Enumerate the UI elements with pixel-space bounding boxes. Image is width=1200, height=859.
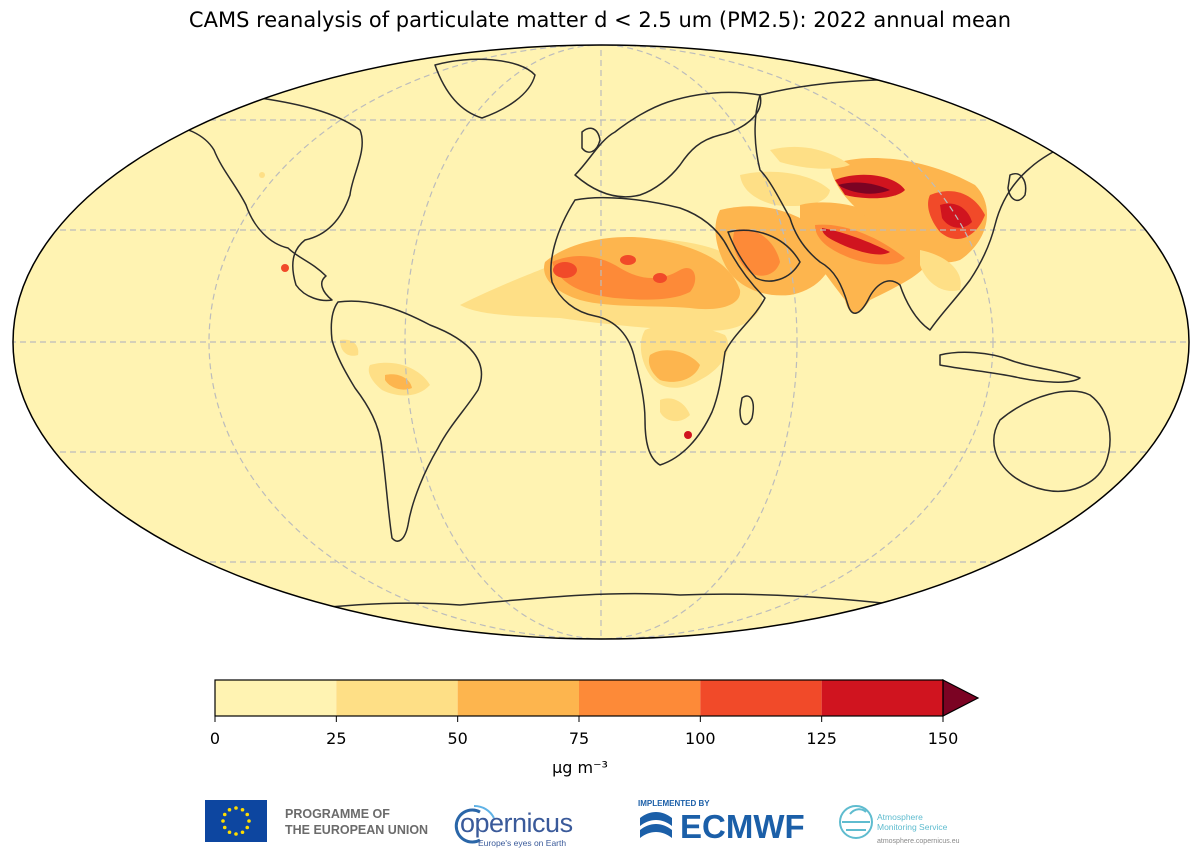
- eu-star: [221, 819, 225, 823]
- eu-line-2: THE EUROPEAN UNION: [285, 823, 429, 837]
- ecmwf-logo-icon: [640, 812, 672, 838]
- eu-programme-text: PROGRAMME OF THE EUROPEAN UNION: [285, 806, 428, 838]
- colorbar-bin-0: [215, 680, 337, 716]
- eu-star: [240, 807, 245, 812]
- implemented-by-label: IMPLEMENTED BY: [638, 799, 710, 808]
- colorbar-ticks: 0 25 50 75 100 125 150: [210, 716, 958, 748]
- map-border: [12, 44, 1190, 640]
- pm25-plume-central-africa: [640, 324, 729, 439]
- pm25-plume-americas: [259, 172, 430, 396]
- colorbar-unit-label: μg m⁻³: [552, 758, 608, 777]
- colorbar-bin-1: [336, 680, 458, 716]
- colorbar-bin-5: [821, 680, 943, 716]
- coast-australia: [993, 390, 1111, 492]
- colorbar-tick-label-0: 0: [210, 729, 220, 748]
- eu-star: [234, 832, 238, 836]
- eu-star: [234, 806, 238, 810]
- colorbar-extend-arrow: [942, 679, 980, 717]
- coast-europe: [574, 91, 762, 198]
- eu-star: [222, 812, 227, 817]
- eu-star: [222, 825, 227, 830]
- coast-africa: [550, 196, 766, 466]
- ecmwf-wordmark: ECMWF: [680, 808, 805, 845]
- pm25-plume-china: [770, 146, 987, 291]
- eu-star: [227, 830, 232, 835]
- copernicus-wordmark: opernicus: [460, 808, 573, 838]
- ams-url: atmosphere.copernicus.eu: [877, 838, 960, 845]
- pm25-plume-sahara: [460, 236, 762, 331]
- coast-greenland: [434, 58, 536, 119]
- colorbar-tick-label-6: 150: [928, 729, 959, 748]
- colorbar-bin-2: [457, 680, 579, 716]
- eu-star: [245, 812, 250, 817]
- coast-south-america: [330, 300, 483, 542]
- ams-line-2: Monitoring Service: [877, 822, 948, 832]
- eu-star: [227, 807, 232, 812]
- eu-star: [247, 819, 251, 823]
- coast-arabia: [727, 229, 801, 282]
- colorbar-bin-3: [579, 680, 701, 716]
- colorbar-tick-label-4: 100: [685, 729, 716, 748]
- copernicus-tagline: Europe's eyes on Earth: [478, 838, 567, 848]
- colorbar-tick-label-5: 125: [806, 729, 837, 748]
- coast-new-zealand: [1120, 501, 1135, 521]
- colorbar-tick-label-2: 50: [447, 729, 467, 748]
- ams-logo-icon: [839, 805, 873, 839]
- coast-uk: [581, 127, 601, 153]
- ams-line-1: Atmosphere: [877, 812, 923, 822]
- eu-star: [245, 825, 250, 830]
- coast-madagascar: [739, 395, 754, 426]
- world-map: [12, 44, 1190, 640]
- eu-stars: [221, 806, 251, 836]
- colorbar-frame: [214, 679, 944, 717]
- map-title: CAMS reanalysis of particulate matter d …: [188, 8, 1012, 32]
- colorbar-tick-label-1: 25: [326, 729, 346, 748]
- coast-north-america: [119, 94, 363, 302]
- coast-indonesia: [939, 351, 1081, 383]
- colorbar-tick-label-3: 75: [569, 729, 589, 748]
- ams-name: Atmosphere Monitoring Service: [877, 812, 947, 832]
- colorbar-bins: [215, 680, 943, 716]
- coast-japan: [1007, 173, 1027, 202]
- eu-flag: [205, 800, 267, 842]
- eu-star: [240, 830, 245, 835]
- eu-line-1: PROGRAMME OF: [285, 807, 390, 821]
- colorbar-bin-4: [700, 680, 822, 716]
